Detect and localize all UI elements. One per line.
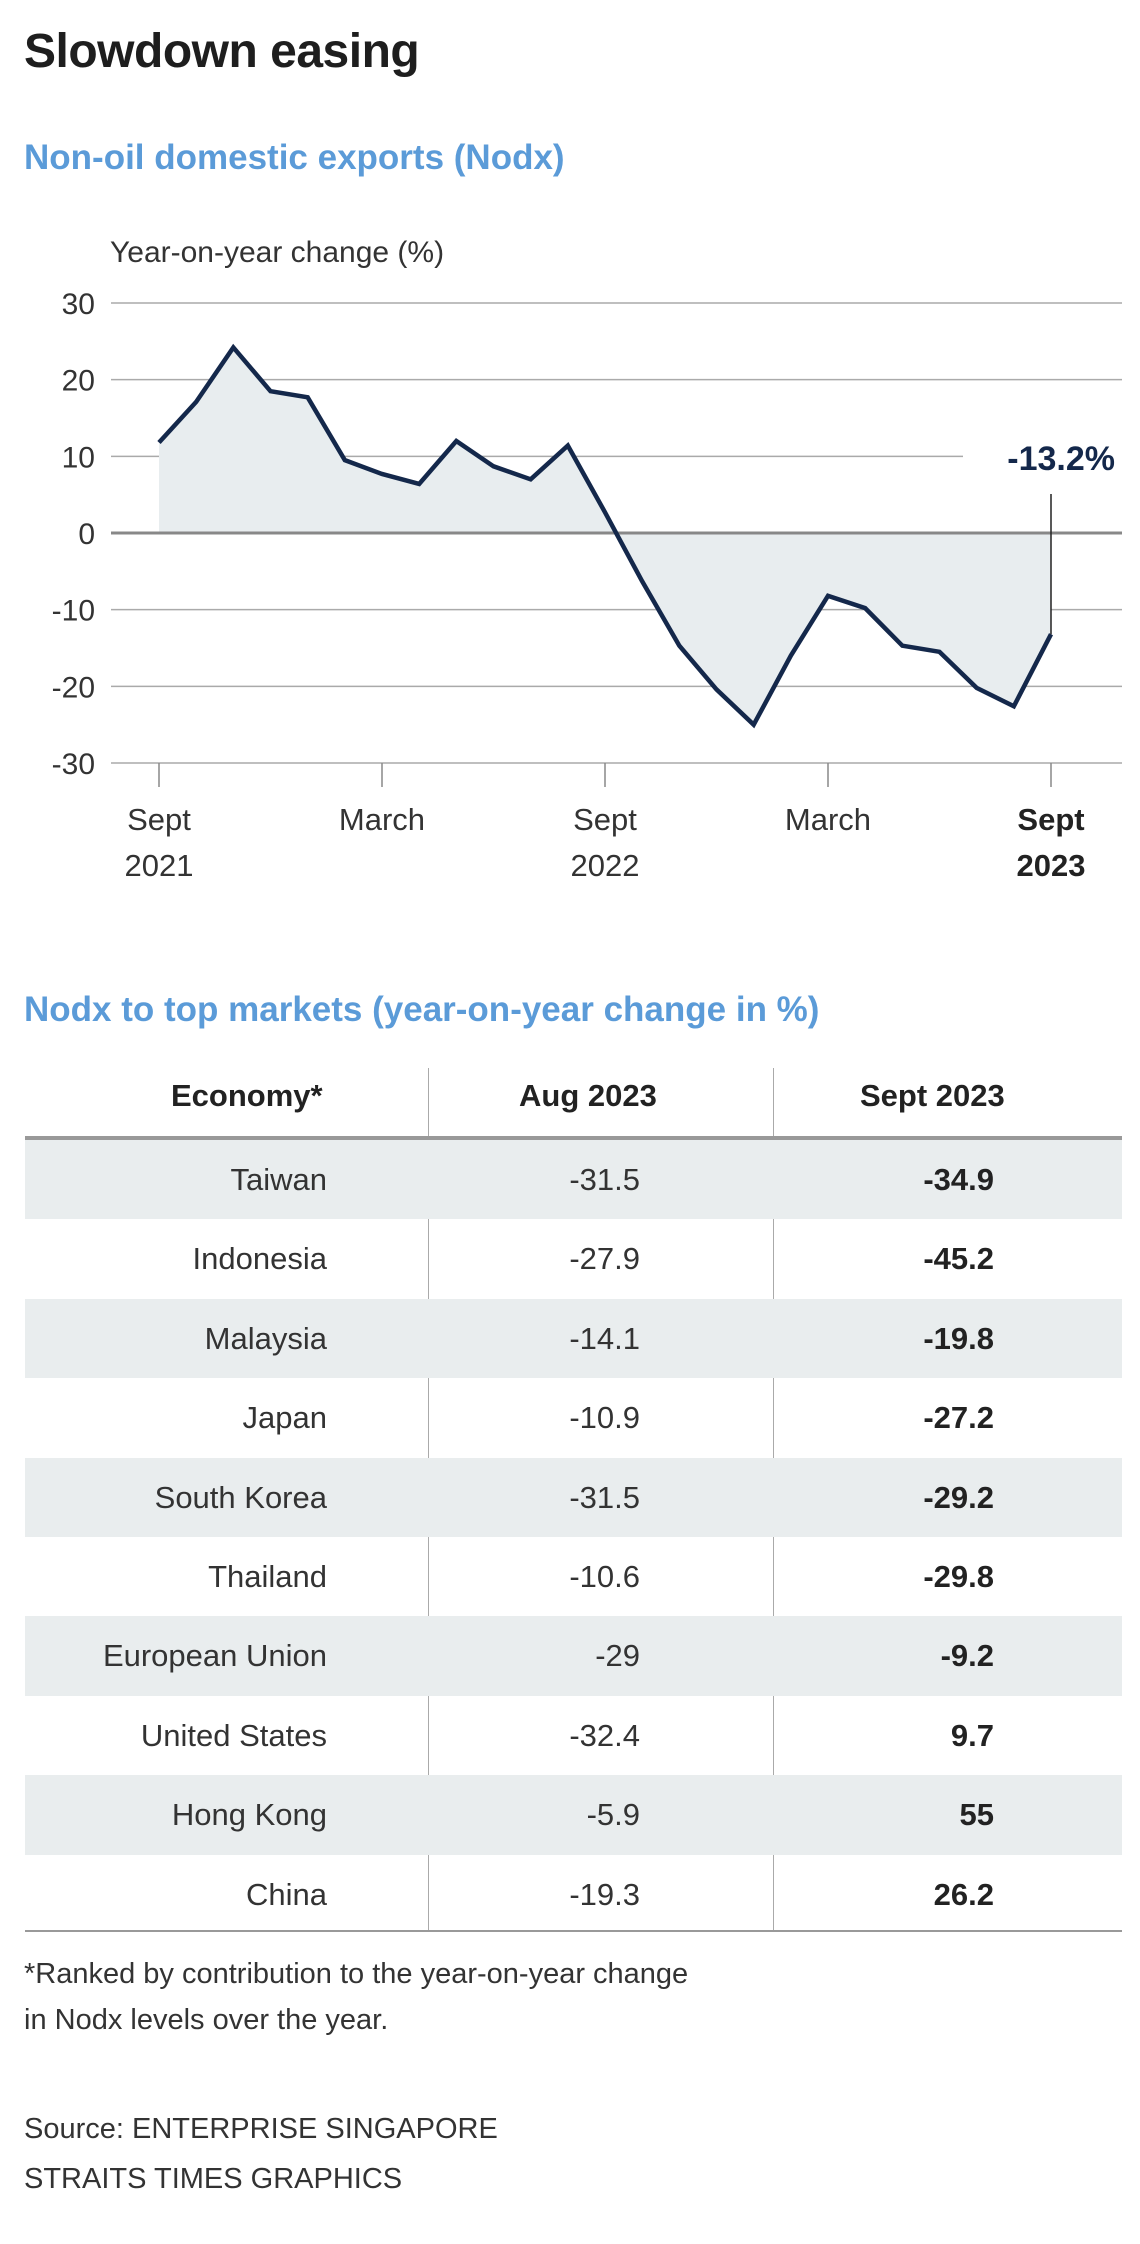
header-aug-2023: Aug 2023 — [519, 1078, 657, 1113]
cell-economy: Malaysia — [204, 1320, 327, 1356]
x-tick-label: March — [339, 802, 425, 837]
cell-aug-2023: -32.4 — [569, 1717, 640, 1753]
cell-aug-2023: -5.9 — [586, 1797, 640, 1833]
table-row: China -19.3 26.2 — [25, 1855, 1122, 1934]
table-row: South Korea -31.5 -29.2 — [25, 1457, 1122, 1537]
x-tick-label: 2022 — [571, 848, 640, 883]
y-tick-label: -20 — [52, 671, 95, 704]
credit-line: STRAITS TIMES GRAPHICS — [24, 2163, 403, 2195]
table-row: European Union -29 -9.2 — [25, 1616, 1122, 1696]
table-row: Hong Kong -5.9 55 — [25, 1775, 1122, 1855]
line-chart: Year-on-year change (%) 30 20 10 0 -10 -20 -30… — [52, 236, 1122, 883]
table-row: Malaysia -14.1 -19.8 — [25, 1298, 1122, 1379]
cell-economy: South Korea — [154, 1479, 327, 1515]
cell-sept-2023: -9.2 — [940, 1638, 994, 1674]
y-tick-label: 20 — [62, 365, 95, 398]
cell-sept-2023: -29.2 — [923, 1479, 994, 1515]
cell-economy: United States — [140, 1717, 327, 1753]
table-row: Japan -10.9 -27.2 — [25, 1378, 1122, 1457]
cell-economy: Hong Kong — [171, 1797, 327, 1833]
table-bottom-rule — [25, 1930, 1122, 1932]
y-tick-label: -30 — [52, 748, 95, 781]
cell-aug-2023: -14.1 — [569, 1320, 640, 1356]
x-tick-label: Sept — [573, 802, 637, 837]
markets-table: Economy* Aug 2023 Sept 2023 Taiwan -31.5 -… — [25, 1060, 1122, 1934]
table-title: Nodx to top markets (year-on-year change… — [24, 990, 820, 1029]
area-fill — [159, 347, 1051, 725]
source-line: Source: ENTERPRISE SINGAPORE — [24, 2113, 498, 2145]
x-tick-label: Sept — [1017, 802, 1084, 837]
cell-sept-2023: -45.2 — [923, 1241, 994, 1277]
cell-sept-2023: 55 — [959, 1797, 994, 1833]
table-row: Indonesia -27.9 -45.2 — [25, 1219, 1122, 1298]
x-tick-label: 2021 — [125, 848, 194, 883]
cell-sept-2023: 9.7 — [950, 1717, 994, 1753]
cell-sept-2023: 26.2 — [933, 1876, 994, 1912]
footnote-line-1: *Ranked by contribution to the year-on-y… — [24, 1958, 689, 1990]
table-row: United States -32.4 9.7 — [25, 1696, 1122, 1775]
cell-sept-2023: -29.8 — [923, 1558, 994, 1594]
cell-aug-2023: -29 — [595, 1638, 640, 1674]
y-tick-label: 30 — [62, 288, 95, 321]
table-row: Taiwan -31.5 -34.9 — [25, 1140, 1122, 1220]
cell-sept-2023: -19.8 — [923, 1320, 994, 1356]
cell-economy: Indonesia — [192, 1241, 327, 1277]
x-tick-label: 2023 — [1017, 848, 1086, 883]
cell-aug-2023: -31.5 — [569, 1479, 640, 1515]
cell-economy: China — [246, 1876, 327, 1912]
cell-aug-2023: -31.5 — [569, 1162, 640, 1197]
cell-aug-2023: -10.6 — [569, 1558, 640, 1594]
cell-economy: Thailand — [208, 1558, 327, 1594]
page-title: Slowdown easing — [24, 25, 420, 78]
cell-sept-2023: -27.2 — [923, 1400, 994, 1436]
footnote-line-2: in Nodx levels over the year. — [24, 2004, 389, 2036]
y-tick-label: 0 — [78, 518, 95, 551]
header-economy: Economy* — [171, 1078, 323, 1113]
table-header: Economy* Aug 2023 Sept 2023 — [25, 1060, 1122, 1140]
x-tick-label: March — [785, 802, 871, 837]
y-tick-label: 10 — [62, 441, 95, 474]
y-axis-label: Year-on-year change (%) — [110, 236, 444, 269]
annotation-label: -13.2% — [1007, 440, 1115, 478]
cell-sept-2023: -34.9 — [923, 1162, 994, 1197]
header-sept-2023: Sept 2023 — [860, 1078, 1005, 1113]
x-tick-label: Sept — [127, 802, 191, 837]
cell-aug-2023: -19.3 — [569, 1876, 640, 1912]
cell-economy: European Union — [102, 1638, 327, 1674]
cell-aug-2023: -10.9 — [569, 1400, 640, 1436]
cell-aug-2023: -27.9 — [569, 1241, 640, 1277]
cell-economy: Taiwan — [230, 1162, 328, 1197]
table-row: Thailand -10.6 -29.8 — [25, 1537, 1122, 1616]
cell-economy: Japan — [242, 1400, 327, 1436]
y-tick-label: -10 — [52, 595, 95, 628]
chart-subtitle: Non-oil domestic exports (Nodx) — [24, 138, 565, 177]
